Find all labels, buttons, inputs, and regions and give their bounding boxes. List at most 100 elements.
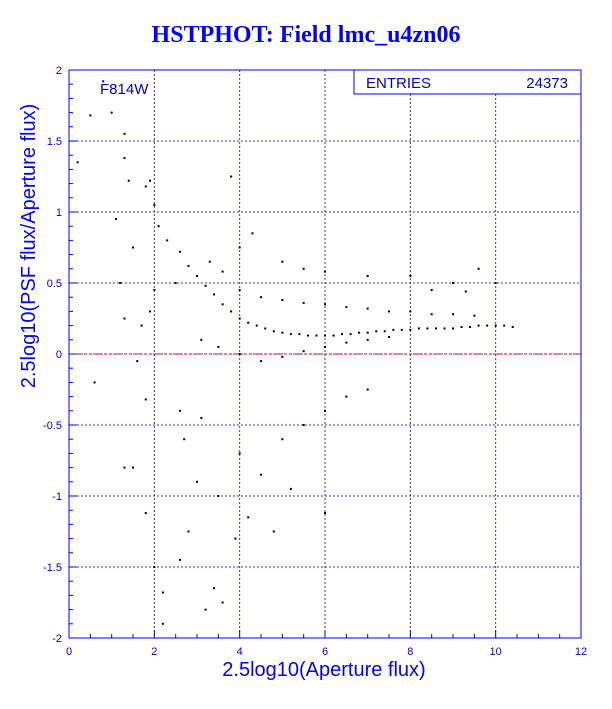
data-point: [123, 466, 126, 469]
data-point: [132, 246, 134, 249]
data-point: [123, 157, 126, 160]
data-point: [161, 622, 164, 625]
data-point: [187, 530, 190, 533]
data-point: [298, 333, 301, 336]
data-point: [132, 466, 134, 469]
data-point: [178, 409, 181, 412]
data-point: [302, 350, 305, 353]
data-point: [358, 331, 361, 334]
data-point: [324, 409, 326, 412]
data-point: [213, 293, 216, 296]
data-point: [289, 333, 292, 336]
y-tick-label: -1.5: [43, 562, 62, 574]
data-point: [234, 537, 237, 540]
data-point: [153, 203, 156, 206]
data-point: [102, 80, 105, 83]
data-point: [166, 239, 169, 242]
data-point: [409, 274, 412, 277]
data-point: [281, 299, 284, 302]
filter-label: F814W: [100, 81, 149, 98]
data-point: [324, 270, 326, 273]
y-tick-label: 0: [56, 349, 62, 361]
data-point: [213, 587, 216, 590]
y-tick-label: 1.5: [47, 136, 62, 148]
stats-entries-value: 24373: [526, 75, 568, 92]
data-point: [281, 438, 284, 441]
data-point: [332, 334, 335, 337]
data-point: [473, 314, 476, 317]
data-point: [123, 132, 126, 135]
data-point: [127, 179, 130, 182]
data-points: [76, 80, 514, 625]
data-point: [324, 334, 326, 337]
data-point: [196, 480, 198, 483]
data-point: [174, 282, 177, 284]
x-tick-label: 8: [407, 646, 413, 658]
stats-entries-label: ENTRIES: [366, 75, 431, 92]
data-point: [409, 310, 412, 313]
data-point: [443, 327, 446, 330]
data-point: [477, 324, 480, 327]
data-point: [264, 327, 267, 330]
x-tick-label: 10: [490, 646, 502, 658]
data-point: [208, 260, 211, 263]
y-axis-label: 2.5log10(PSF flux/Aperture flux): [18, 104, 40, 389]
data-point: [460, 326, 463, 329]
data-point: [255, 324, 258, 327]
data-point: [324, 345, 326, 348]
data-point: [345, 341, 348, 344]
data-point: [238, 289, 241, 292]
data-point: [289, 487, 292, 490]
data-point: [366, 338, 369, 341]
data-point: [324, 512, 326, 515]
data-point: [417, 327, 420, 330]
data-point: [430, 289, 433, 292]
data-point: [388, 310, 390, 313]
data-point: [144, 512, 147, 515]
data-point: [434, 327, 437, 330]
data-point: [375, 330, 378, 333]
data-point: [144, 398, 147, 401]
data-point: [452, 327, 454, 330]
y-tick-label: 2: [56, 65, 62, 77]
data-point: [187, 264, 190, 267]
data-point: [204, 608, 207, 611]
data-point: [149, 310, 152, 313]
y-tick-label: 1: [56, 207, 62, 219]
x-tick-label: 6: [322, 646, 328, 658]
data-point: [157, 225, 160, 228]
data-point: [149, 179, 152, 182]
data-point: [477, 267, 480, 270]
data-point: [221, 270, 224, 273]
data-point: [281, 331, 284, 334]
data-point: [281, 355, 284, 358]
y-tick-label: -2: [52, 633, 62, 645]
data-point: [260, 360, 262, 363]
data-point: [302, 267, 305, 270]
data-point: [392, 328, 395, 331]
data-point: [341, 333, 344, 336]
data-point: [366, 274, 369, 277]
data-point: [452, 313, 454, 316]
data-point: [123, 317, 126, 320]
data-point: [430, 313, 433, 316]
data-point: [217, 345, 220, 348]
data-point: [153, 566, 156, 568]
data-point: [114, 218, 117, 221]
data-point: [238, 317, 241, 320]
data-point: [366, 388, 369, 391]
x-tick-label: 2: [151, 646, 157, 658]
data-point: [345, 395, 348, 398]
stats-box: ENTRIES 24373: [353, 69, 582, 95]
data-point: [230, 310, 233, 313]
data-point: [217, 495, 220, 497]
data-point: [251, 232, 254, 235]
data-point: [400, 328, 403, 331]
data-point: [306, 334, 309, 337]
data-point: [324, 303, 326, 306]
data-point: [302, 424, 305, 426]
data-point: [178, 558, 181, 561]
data-point: [153, 289, 156, 292]
data-point: [76, 161, 79, 164]
data-point: [426, 327, 429, 330]
